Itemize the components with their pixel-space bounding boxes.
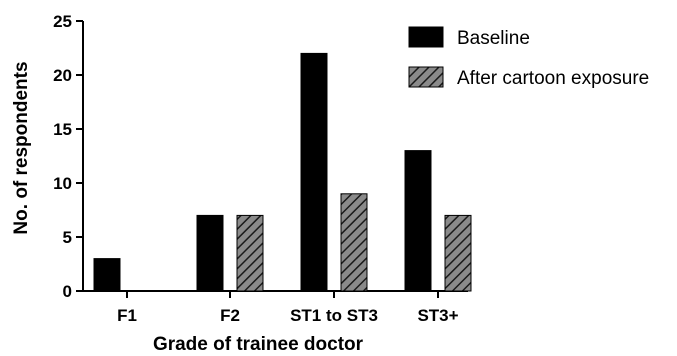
x-tick-label: F2 [220,306,240,325]
legend: Baseline After cartoon exposure [408,26,649,89]
y-tick-label: 10 [53,174,72,193]
x-tick-label: F1 [117,306,137,325]
x-axis: F1 F2 ST1 to ST3 ST3+ [82,290,468,325]
y-axis: 0 5 10 15 20 25 [53,12,84,301]
bar-baseline-0 [93,258,121,292]
x-axis-title: Grade of trainee doctor [153,334,364,355]
legend-swatch [408,66,444,88]
x-tick-label: ST1 to ST3 [290,306,378,325]
y-tick-label: 25 [53,12,72,31]
y-tick-label: 15 [53,120,72,139]
legend-swatch [408,26,444,48]
y-axis-title: No. of respondents [11,61,32,234]
y-tick-label: 0 [63,282,72,301]
bars [93,52,472,292]
y-tick-label: 20 [53,66,72,85]
bar-baseline-3 [404,150,432,292]
bar-baseline-2 [300,52,328,292]
y-tick-label: 5 [63,228,72,247]
x-tick-label: ST3+ [417,306,458,325]
bar-after-cartoon-2 [340,193,368,292]
bar-after-cartoon-1 [236,214,264,292]
legend-label: Baseline [457,28,530,49]
bar-after-cartoon-3 [444,214,472,292]
legend-label: After cartoon exposure [457,68,649,89]
bar-baseline-1 [196,214,224,292]
